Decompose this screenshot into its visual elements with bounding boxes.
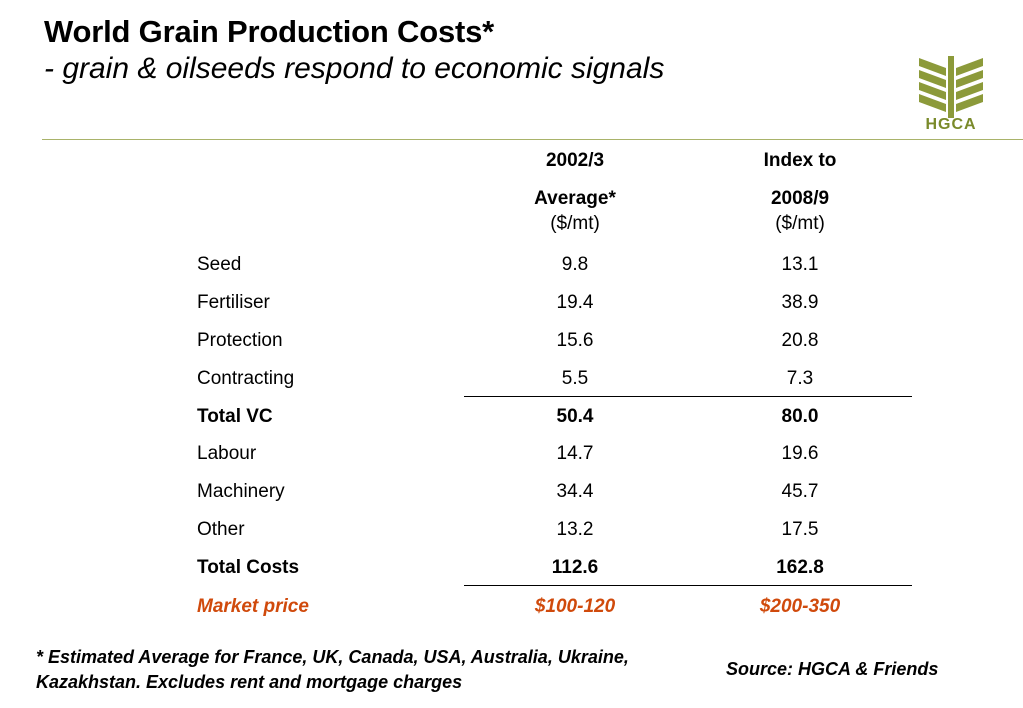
- row-label: Seed: [197, 254, 242, 275]
- table-row: Seed 9.8 13.1: [197, 246, 912, 284]
- row-value-2008: 7.3: [786, 368, 814, 389]
- footnote: * Estimated Average for France, UK, Cana…: [36, 647, 629, 692]
- table-row: Contracting 5.5 7.3: [197, 360, 912, 398]
- row-value-2008: $200-350: [759, 596, 841, 617]
- subtotal-divider: [464, 396, 912, 397]
- total-divider: [464, 585, 912, 586]
- row-value-2008: 38.9: [781, 292, 819, 313]
- row-value-2008: 45.7: [781, 481, 819, 502]
- row-label: Machinery: [197, 481, 285, 502]
- row-label: Market price: [197, 596, 309, 617]
- table-row: Machinery 34.4 45.7: [197, 473, 912, 511]
- row-value-2002: 50.4: [556, 406, 594, 427]
- row-label: Labour: [197, 443, 257, 464]
- slide-subtitle: - grain & oilseeds respond to economic s…: [44, 52, 665, 85]
- row-label: Other: [197, 519, 245, 540]
- table-row: Protection 15.6 20.8: [197, 322, 912, 360]
- column-header-1-line1: 2002/3: [545, 150, 605, 171]
- row-value-2002: 5.5: [561, 368, 589, 389]
- table-row: Other 13.2 17.5: [197, 511, 912, 549]
- row-value-2002: 14.7: [556, 443, 594, 464]
- table-row: Fertiliser 19.4 38.9: [197, 284, 912, 322]
- row-value-2008: 17.5: [781, 519, 819, 540]
- row-label: Total VC: [197, 406, 273, 427]
- table-row-total-vc: Total VC 50.4 80.0: [197, 398, 912, 436]
- table-row-total-costs: Total Costs 112.6 162.8: [197, 549, 912, 587]
- row-value-2002: 112.6: [551, 557, 599, 578]
- row-label: Contracting: [197, 368, 295, 389]
- row-value-2008: 162.8: [776, 557, 824, 578]
- row-value-2002: 9.8: [561, 254, 589, 275]
- row-value-2008: 20.8: [781, 330, 819, 351]
- column-header-2-line2: 2008/9: [770, 188, 830, 209]
- column-header-2-line1: Index to: [763, 150, 837, 171]
- source-note: Source: HGCA & Friends: [726, 659, 939, 679]
- row-label: Total Costs: [197, 557, 300, 578]
- column-header-2-unit: ($/mt): [775, 213, 825, 234]
- row-value-2002: 34.4: [556, 481, 594, 502]
- row-value-2008: 80.0: [781, 406, 819, 427]
- row-label: Fertiliser: [197, 292, 270, 313]
- logo-text: HGCA: [925, 116, 977, 133]
- column-header-1-unit: ($/mt): [550, 213, 600, 234]
- row-value-2002: 15.6: [556, 330, 594, 351]
- row-label: Protection: [197, 330, 283, 351]
- header-rule: [42, 139, 1023, 140]
- row-value-2008: 19.6: [781, 443, 819, 464]
- hgca-wheat-logo-icon: [919, 56, 983, 118]
- row-value-2002: 19.4: [556, 292, 594, 313]
- row-value-2002: $100-120: [534, 596, 616, 617]
- column-header-1-line2: Average*: [534, 188, 616, 209]
- table-row: Labour 14.7 19.6: [197, 435, 912, 473]
- table-row-market-price: Market price $100-120 $200-350: [197, 588, 912, 626]
- slide-title: World Grain Production Costs*: [44, 14, 495, 49]
- row-value-2008: 13.1: [781, 254, 819, 275]
- row-value-2002: 13.2: [556, 519, 594, 540]
